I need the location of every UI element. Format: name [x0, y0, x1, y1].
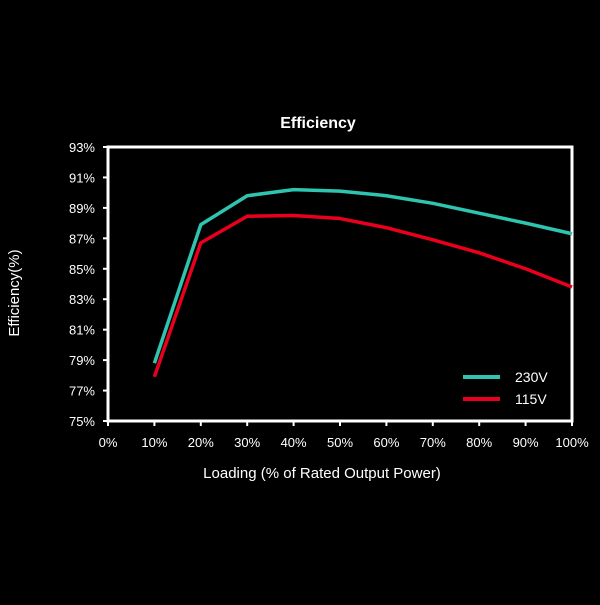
y-tick-label: 89%	[69, 201, 95, 216]
y-tick-label: 93%	[69, 140, 95, 155]
x-tick-label: 40%	[281, 435, 307, 450]
y-tick-label: 81%	[69, 323, 95, 338]
y-tick-label: 91%	[69, 170, 95, 185]
x-tick-label: 20%	[188, 435, 214, 450]
y-tick-label: 75%	[69, 414, 95, 429]
y-tick-label: 87%	[69, 231, 95, 246]
y-tick-label: 79%	[69, 353, 95, 368]
x-tick-label: 70%	[420, 435, 446, 450]
y-tick-label: 83%	[69, 292, 95, 307]
x-tick-label: 100%	[555, 435, 589, 450]
chart-title: Efficiency	[280, 115, 356, 132]
series-line-230V	[154, 190, 572, 364]
plot-area-frame	[108, 147, 572, 421]
legend-label: 230V	[515, 369, 548, 385]
x-tick-label: 30%	[234, 435, 260, 450]
x-axis-label: Loading (% of Rated Output Power)	[203, 465, 441, 482]
series-line-115V	[154, 216, 572, 377]
x-tick-label: 0%	[99, 435, 118, 450]
y-axis-label: Efficiency(%)	[6, 249, 23, 336]
x-tick-label: 90%	[513, 435, 539, 450]
x-tick-label: 10%	[141, 435, 167, 450]
y-tick-label: 77%	[69, 384, 95, 399]
x-tick-label: 60%	[373, 435, 399, 450]
y-tick-label: 85%	[69, 262, 95, 277]
x-tick-label: 50%	[327, 435, 353, 450]
legend-label: 115V	[515, 391, 547, 407]
x-tick-label: 80%	[466, 435, 492, 450]
